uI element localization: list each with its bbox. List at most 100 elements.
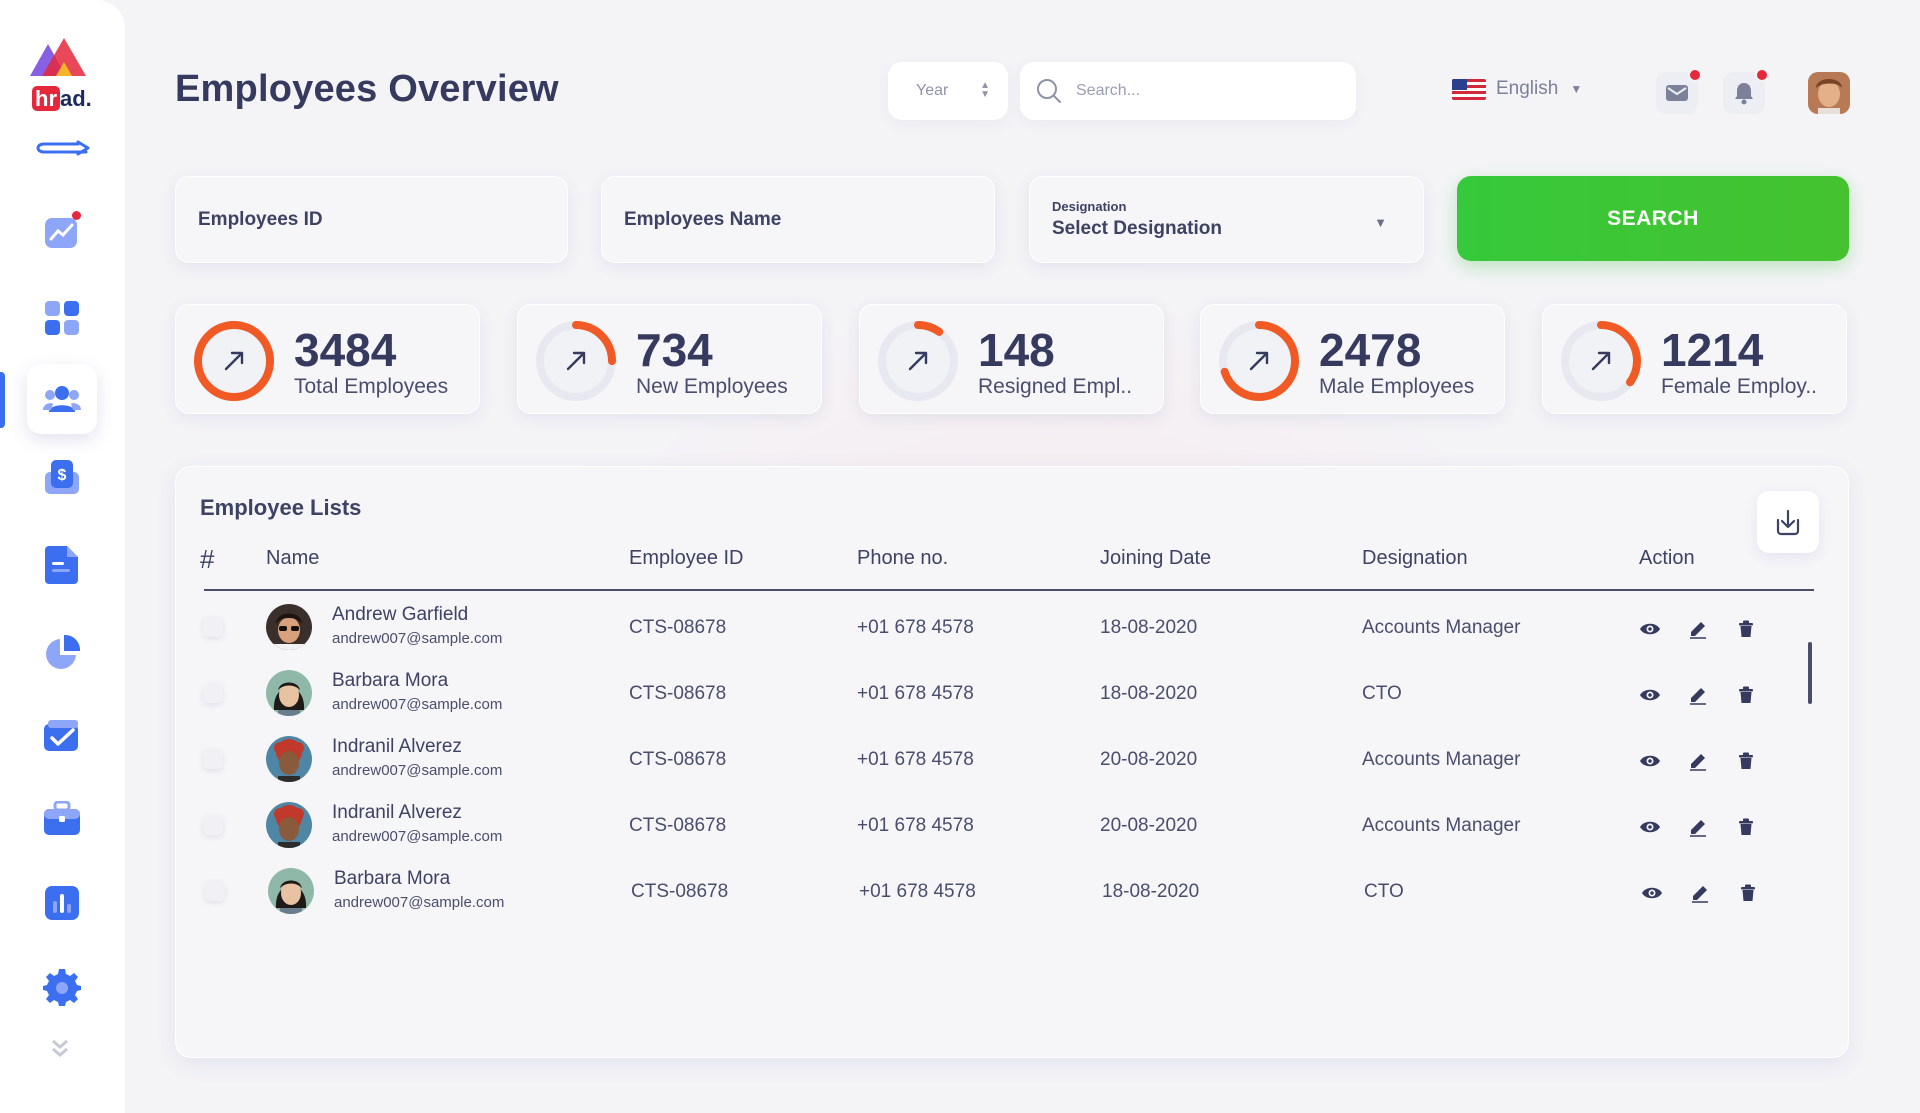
gear-icon xyxy=(43,969,81,1006)
table-scrollbar[interactable] xyxy=(1808,642,1812,704)
employee-name-input[interactable] xyxy=(624,208,994,231)
stat-card[interactable]: 2478 Male Employees xyxy=(1200,304,1505,414)
column-header-hash: # xyxy=(200,544,215,574)
year-select[interactable]: Year ▲ ▼ xyxy=(888,62,1008,120)
sidebar-item-jobs[interactable] xyxy=(27,784,97,854)
employee-name[interactable]: Barbara Mora xyxy=(332,670,449,691)
collapse-sidebar-icon[interactable] xyxy=(34,134,94,160)
joining-date: 18-08-2020 xyxy=(1100,683,1198,704)
delete-button[interactable] xyxy=(1734,815,1758,839)
column-header-phone[interactable]: Phone no. xyxy=(857,547,949,569)
chevrons-down-icon[interactable] xyxy=(50,1038,70,1058)
eye-icon xyxy=(1640,689,1660,701)
language-select[interactable]: English ▼ xyxy=(1452,78,1582,100)
sidebar-item-reports[interactable] xyxy=(27,618,97,688)
user-avatar[interactable] xyxy=(1808,72,1850,114)
view-button[interactable] xyxy=(1638,683,1662,707)
view-button[interactable] xyxy=(1640,881,1664,905)
employee-name[interactable]: Indranil Alverez xyxy=(332,736,462,757)
stat-card[interactable]: 3484 Total Employees xyxy=(175,304,480,414)
table-row[interactable]: Barbara Mora andrew007@sample.com CTS-0867… xyxy=(178,856,1850,936)
delete-button[interactable] xyxy=(1734,617,1758,641)
trash-icon xyxy=(1739,818,1753,835)
stat-card[interactable]: 734 New Employees xyxy=(517,304,822,414)
row-checkbox[interactable] xyxy=(203,683,223,703)
employee-name[interactable]: Barbara Mora xyxy=(334,868,451,889)
employee-avatar xyxy=(266,604,312,650)
download-button[interactable] xyxy=(1757,491,1819,553)
row-checkbox[interactable] xyxy=(203,617,223,637)
checklist-icon xyxy=(44,720,78,751)
view-button[interactable] xyxy=(1638,617,1662,641)
designation-value: Select Designation xyxy=(1052,218,1222,239)
table-row[interactable]: Andrew Garfield andrew007@sample.com CTS-0… xyxy=(176,592,1848,672)
stat-value: 2478 xyxy=(1319,324,1422,376)
progress-ring-icon xyxy=(194,321,274,401)
mail-button[interactable] xyxy=(1656,68,1702,114)
column-header-designation[interactable]: Designation xyxy=(1362,547,1468,569)
sidebar-item-documents[interactable] xyxy=(27,530,97,600)
arrow-up-right-icon xyxy=(908,351,928,371)
column-header-name[interactable]: Name xyxy=(266,547,320,569)
language-label: English xyxy=(1496,78,1559,99)
search-button[interactable]: SEARCH xyxy=(1457,176,1849,261)
column-header-joining-date[interactable]: Joining Date xyxy=(1100,547,1212,569)
dollar-shield-icon: $ xyxy=(45,460,79,494)
sidebar: hr ad. $ xyxy=(0,0,125,1113)
pencil-icon xyxy=(1690,754,1706,771)
trash-icon xyxy=(1741,884,1755,901)
row-checkbox[interactable] xyxy=(203,749,223,769)
delete-button[interactable] xyxy=(1734,749,1758,773)
sidebar-item-dashboard[interactable] xyxy=(27,197,97,267)
search-input[interactable] xyxy=(1076,82,1336,100)
trash-icon xyxy=(1739,686,1753,703)
sidebar-item-employees[interactable] xyxy=(27,364,97,434)
stat-label: New Employees xyxy=(636,375,788,398)
arrow-up-right-icon xyxy=(224,351,244,371)
row-checkbox[interactable] xyxy=(205,881,225,901)
edit-button[interactable] xyxy=(1686,815,1710,839)
view-button[interactable] xyxy=(1638,749,1662,773)
edit-button[interactable] xyxy=(1686,617,1710,641)
employee-id-input[interactable] xyxy=(198,208,567,231)
table-row[interactable]: Barbara Mora andrew007@sample.com CTS-0867… xyxy=(176,658,1848,738)
notifications-button[interactable] xyxy=(1723,68,1769,114)
sidebar-item-tasks[interactable] xyxy=(27,700,97,770)
column-header-employee-id[interactable]: Employee ID xyxy=(629,547,744,569)
row-checkbox[interactable] xyxy=(203,815,223,835)
employee-phone: +01 678 4578 xyxy=(857,617,974,638)
employee-name-field[interactable] xyxy=(601,176,995,263)
active-indicator xyxy=(0,372,5,428)
designation-select[interactable]: Designation Select Designation ▼ xyxy=(1029,176,1424,263)
stat-value: 3484 xyxy=(294,324,397,376)
employee-avatar xyxy=(268,868,314,914)
sidebar-item-payroll[interactable]: $ xyxy=(27,442,97,512)
employee-id: CTS-08678 xyxy=(629,683,727,704)
employee-designation: CTO xyxy=(1364,881,1404,902)
trash-icon xyxy=(1739,752,1753,769)
delete-button[interactable] xyxy=(1734,683,1758,707)
edit-button[interactable] xyxy=(1688,881,1712,905)
delete-button[interactable] xyxy=(1736,881,1760,905)
search-box[interactable] xyxy=(1020,62,1356,120)
eye-icon xyxy=(1640,623,1660,635)
employee-name[interactable]: Indranil Alverez xyxy=(332,802,462,823)
view-button[interactable] xyxy=(1638,815,1662,839)
employee-name[interactable]: Andrew Garfield xyxy=(332,604,469,625)
sidebar-item-apps[interactable] xyxy=(27,283,97,353)
eye-icon xyxy=(1642,887,1662,899)
sidebar-item-analytics[interactable] xyxy=(27,868,97,938)
table-row[interactable]: Indranil Alverez andrew007@sample.com CTS-… xyxy=(176,790,1848,870)
edit-button[interactable] xyxy=(1686,683,1710,707)
eye-icon xyxy=(1640,755,1660,767)
stat-label: Male Employees xyxy=(1319,375,1475,398)
table-row[interactable]: Indranil Alverez andrew007@sample.com CTS-… xyxy=(176,724,1848,804)
stat-card[interactable]: 148 Resigned Empl.. xyxy=(859,304,1164,414)
sidebar-item-settings[interactable] xyxy=(27,952,97,1022)
grid-icon xyxy=(45,301,79,335)
arrow-up-right-icon xyxy=(1591,351,1611,371)
stat-card[interactable]: 1214 Female Employ.. xyxy=(1542,304,1847,414)
edit-button[interactable] xyxy=(1686,749,1710,773)
download-icon xyxy=(1776,509,1800,536)
employee-id-field[interactable] xyxy=(175,176,568,263)
